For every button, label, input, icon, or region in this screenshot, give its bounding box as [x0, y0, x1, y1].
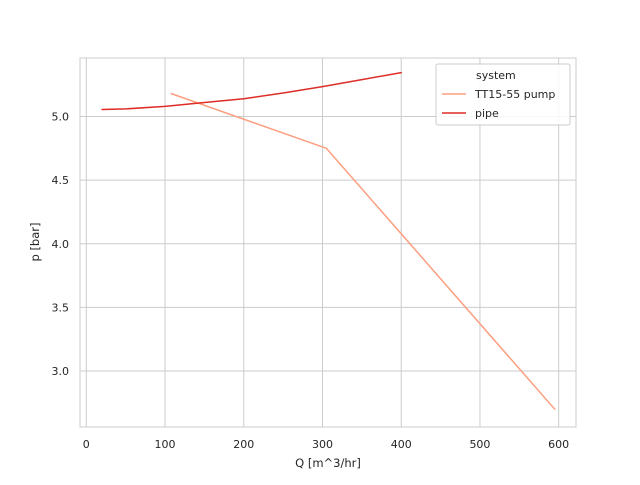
x-axis-label: Q [m^3/hr]: [295, 456, 361, 470]
y-tick-label: 3.0: [52, 365, 70, 378]
x-tick-label: 300: [312, 438, 333, 451]
legend-title: system: [476, 69, 516, 82]
series-line-pipe: [101, 71, 402, 111]
x-tick-label: 100: [155, 438, 176, 451]
y-tick-label: 4.0: [52, 238, 70, 251]
x-tick-label: 200: [233, 438, 254, 451]
legend-box: [435, 63, 571, 126]
legend: system TT15-55 pump pipe: [435, 63, 571, 126]
y-tick-label: 4.5: [52, 174, 70, 187]
y-tick-label: 3.5: [52, 301, 70, 314]
legend-label-pipe: pipe: [475, 107, 499, 120]
x-tick-label: 500: [469, 438, 490, 451]
x-tick-label: 0: [83, 438, 90, 451]
series-line-tt15-55-pump: [170, 92, 556, 410]
x-tick-labels: 0 100 200 300 400 500 600: [83, 438, 569, 451]
x-tick-label: 400: [391, 438, 412, 451]
legend-entries: TT15-55 pump pipe: [442, 88, 555, 120]
y-tick-labels: 3.0 3.5 4.0 4.5 5.0: [52, 111, 70, 378]
y-tick-label: 5.0: [52, 111, 70, 124]
x-tick-label: 600: [548, 438, 569, 451]
y-axis-label: p [bar]: [28, 222, 42, 261]
series-lines: [101, 71, 556, 410]
plot-frame: [79, 57, 577, 428]
legend-label-tt15-55-pump: TT15-55 pump: [474, 88, 555, 101]
